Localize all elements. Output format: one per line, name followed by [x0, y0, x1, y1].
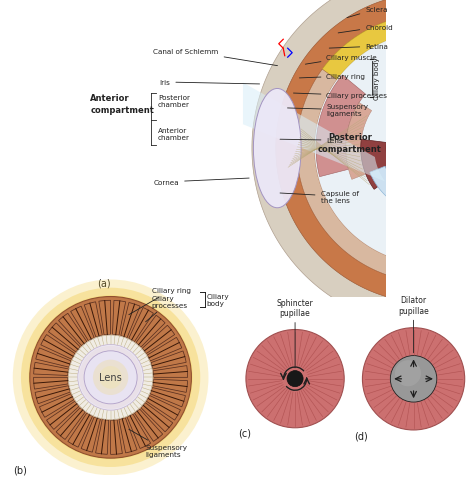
Polygon shape	[127, 414, 151, 448]
Polygon shape	[99, 300, 110, 335]
Text: Iris: Iris	[159, 80, 260, 86]
Text: Capsule of
the lens: Capsule of the lens	[280, 191, 358, 204]
Polygon shape	[150, 388, 185, 407]
Circle shape	[78, 345, 144, 410]
Polygon shape	[153, 379, 188, 393]
Circle shape	[246, 330, 344, 428]
Circle shape	[13, 280, 209, 475]
Text: Lens: Lens	[99, 372, 122, 383]
Circle shape	[93, 360, 128, 395]
Circle shape	[99, 366, 122, 389]
Text: Canal of Schlemm: Canal of Schlemm	[154, 48, 277, 67]
Circle shape	[30, 297, 191, 458]
Text: Lens: Lens	[280, 138, 343, 144]
Text: Ciliary
processes: Ciliary processes	[146, 295, 188, 322]
Circle shape	[28, 296, 193, 459]
Polygon shape	[96, 420, 109, 455]
Polygon shape	[141, 403, 173, 432]
Polygon shape	[35, 386, 70, 404]
Polygon shape	[276, 0, 422, 303]
Circle shape	[21, 288, 200, 467]
Polygon shape	[129, 308, 154, 342]
Text: Posterior
chamber: Posterior chamber	[158, 95, 190, 108]
Text: Ciliary body: Ciliary body	[374, 58, 380, 100]
Text: Posterior
compartment: Posterior compartment	[318, 132, 382, 153]
Polygon shape	[68, 413, 92, 447]
Text: (d): (d)	[354, 431, 368, 441]
Polygon shape	[36, 348, 71, 367]
Circle shape	[79, 346, 142, 409]
Polygon shape	[153, 366, 188, 378]
Polygon shape	[119, 418, 137, 453]
Text: Anterior
chamber: Anterior chamber	[158, 127, 190, 141]
Polygon shape	[142, 325, 174, 354]
Circle shape	[395, 360, 421, 386]
Polygon shape	[121, 303, 140, 338]
Polygon shape	[316, 76, 365, 177]
Ellipse shape	[254, 89, 301, 208]
Polygon shape	[322, 15, 424, 81]
Text: Suspensory
ligaments: Suspensory ligaments	[129, 429, 187, 457]
Circle shape	[287, 371, 303, 387]
Polygon shape	[361, 140, 395, 190]
Text: Cornea: Cornea	[154, 179, 249, 185]
Polygon shape	[84, 302, 102, 337]
Text: Sphincter
pupillae: Sphincter pupillae	[277, 298, 313, 368]
Text: Choroid: Choroid	[338, 25, 393, 34]
Polygon shape	[41, 335, 75, 360]
Polygon shape	[34, 378, 68, 389]
Polygon shape	[59, 313, 87, 346]
Circle shape	[68, 336, 153, 420]
Polygon shape	[315, 33, 424, 327]
Polygon shape	[346, 103, 372, 180]
Circle shape	[390, 356, 437, 402]
Circle shape	[84, 351, 137, 404]
Text: Ciliary processes: Ciliary processes	[293, 93, 387, 99]
Polygon shape	[252, 0, 421, 327]
Polygon shape	[370, 167, 419, 212]
Polygon shape	[71, 307, 94, 341]
Text: Suspensory
ligaments: Suspensory ligaments	[288, 104, 368, 117]
Text: Ciliary ring: Ciliary ring	[129, 288, 191, 315]
Polygon shape	[135, 409, 163, 442]
Polygon shape	[39, 394, 74, 418]
Text: Sclera: Sclera	[347, 7, 388, 19]
Polygon shape	[297, 70, 424, 282]
Polygon shape	[243, 84, 385, 182]
Polygon shape	[81, 417, 100, 452]
Text: (c): (c)	[238, 428, 251, 438]
Text: Ciliary
body: Ciliary body	[207, 293, 229, 306]
Text: Ciliary ring: Ciliary ring	[300, 74, 365, 80]
Text: Retina: Retina	[329, 44, 388, 50]
Text: Dilator
pupillae: Dilator pupillae	[398, 296, 429, 353]
Polygon shape	[34, 362, 69, 376]
Polygon shape	[136, 315, 165, 347]
Circle shape	[363, 328, 465, 430]
Polygon shape	[146, 396, 181, 420]
Polygon shape	[112, 301, 126, 336]
Polygon shape	[56, 408, 85, 440]
Text: (a): (a)	[97, 278, 110, 288]
Polygon shape	[151, 351, 186, 369]
Polygon shape	[110, 420, 122, 455]
Text: Ciliary muscle: Ciliary muscle	[305, 55, 377, 65]
Text: (b): (b)	[13, 464, 27, 474]
Polygon shape	[48, 323, 80, 352]
Text: Anterior
compartment: Anterior compartment	[90, 94, 154, 115]
Polygon shape	[147, 337, 182, 361]
Polygon shape	[46, 401, 79, 430]
